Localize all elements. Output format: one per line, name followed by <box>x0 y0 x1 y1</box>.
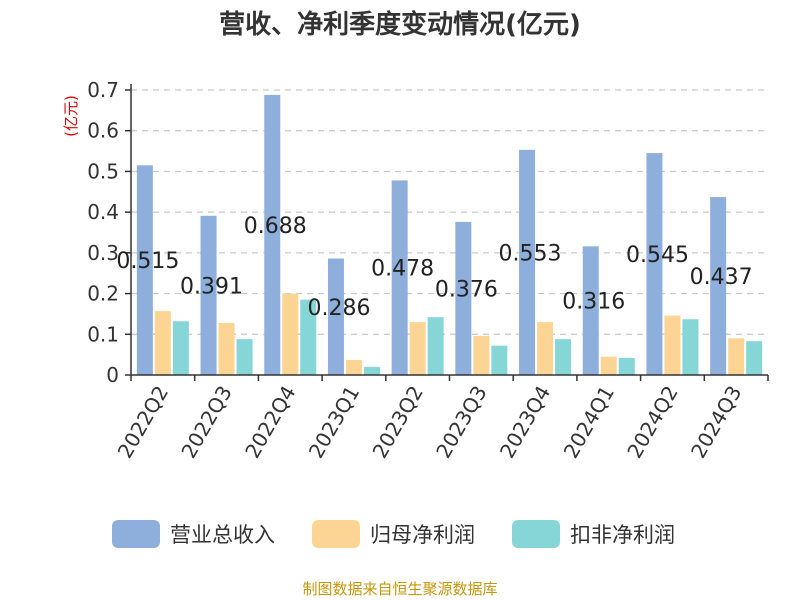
x-axis-ticks: 2022Q2 2022Q3 2022Q4 2023Q1 2023Q2 2023Q3 2023… <box>113 375 769 463</box>
x-tick-label: 2023Q1 <box>304 382 364 463</box>
bar <box>664 315 681 375</box>
bar <box>519 149 536 375</box>
bar <box>582 246 599 375</box>
legend-swatch <box>112 520 160 548</box>
bar <box>218 322 235 375</box>
bar <box>409 322 426 375</box>
x-tick-label: 2023Q4 <box>495 382 555 463</box>
bar <box>345 359 362 375</box>
data-label: 0.545 <box>626 243 689 268</box>
bar <box>282 293 299 375</box>
chart-title: 营收、净利季度变动情况(亿元) <box>219 9 581 40</box>
legend-label: 扣非净利润 <box>570 523 675 547</box>
x-tick-label: 2022Q4 <box>240 382 300 463</box>
bar <box>154 311 171 375</box>
bar <box>710 197 727 375</box>
bar <box>618 357 635 375</box>
bars <box>136 94 763 375</box>
bar <box>491 345 508 375</box>
x-tick-label: 2024Q3 <box>686 382 746 463</box>
y-tick-label: 0.6 <box>87 119 119 143</box>
bar <box>455 221 472 375</box>
legend-label: 归母净利润 <box>370 523 475 547</box>
y-unit-label: (亿元) <box>62 95 80 137</box>
bar <box>646 153 663 375</box>
bar <box>172 321 189 375</box>
bar <box>600 356 617 375</box>
x-tick-label: 2022Q2 <box>113 382 173 463</box>
bar <box>746 341 763 375</box>
y-tick-label: 0.2 <box>87 282 119 306</box>
bar <box>555 339 572 375</box>
data-label: 0.688 <box>244 214 307 239</box>
bar <box>427 317 444 375</box>
x-tick-label: 2024Q2 <box>622 382 682 463</box>
bar <box>300 299 317 375</box>
bar <box>537 322 554 375</box>
bar <box>728 338 745 375</box>
data-label: 0.515 <box>116 249 179 274</box>
bar <box>136 165 153 375</box>
y-axis-ticks: 0 0.1 0.2 0.3 0.4 0.5 0.6 0.7 <box>87 78 131 387</box>
source-note: 制图数据来自恒生聚源数据库 <box>302 580 497 598</box>
y-tick-label: 0.5 <box>87 159 119 183</box>
data-label: 0.376 <box>435 277 498 302</box>
data-label: 0.286 <box>307 296 370 321</box>
y-tick-label: 0 <box>106 363 119 387</box>
y-tick-label: 0.7 <box>87 78 119 102</box>
legend-swatch <box>312 520 360 548</box>
bar <box>200 215 217 375</box>
y-tick-label: 0.1 <box>87 322 119 346</box>
legend: 营业总收入 归母净利润 扣非净利润 <box>112 520 675 548</box>
data-label: 0.553 <box>499 241 562 266</box>
x-tick-label: 2023Q3 <box>431 381 491 462</box>
x-tick-label: 2024Q1 <box>559 382 619 463</box>
bar <box>391 180 408 375</box>
data-label: 0.391 <box>180 274 243 299</box>
bar <box>363 366 380 375</box>
bar <box>473 335 490 375</box>
legend-swatch <box>512 520 560 548</box>
data-label: 0.316 <box>562 290 625 315</box>
y-tick-label: 0.3 <box>87 241 119 265</box>
bar <box>264 94 281 375</box>
y-tick-label: 0.4 <box>87 200 119 224</box>
bar <box>236 339 253 375</box>
data-label: 0.437 <box>690 265 753 290</box>
bar <box>682 319 699 375</box>
legend-label: 营业总收入 <box>170 523 275 547</box>
x-tick-label: 2023Q2 <box>368 382 428 463</box>
bar <box>327 258 344 375</box>
data-label: 0.478 <box>371 257 434 282</box>
x-tick-label: 2022Q3 <box>176 382 236 463</box>
